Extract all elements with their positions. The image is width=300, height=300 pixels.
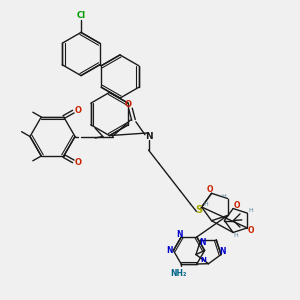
Text: Cl: Cl (76, 11, 85, 20)
Text: N: N (201, 257, 207, 263)
Text: N: N (199, 238, 206, 247)
Text: O: O (74, 106, 81, 115)
Text: H: H (222, 194, 226, 199)
Text: H: H (203, 202, 208, 207)
Text: N: N (176, 230, 183, 239)
Text: O: O (234, 201, 240, 210)
Text: O: O (124, 100, 132, 109)
Text: O: O (207, 185, 213, 194)
Text: H: H (234, 233, 239, 238)
Text: O: O (74, 158, 81, 167)
Text: H: H (248, 208, 253, 213)
Text: N: N (166, 246, 172, 255)
Text: NH₂: NH₂ (170, 268, 187, 278)
Text: N: N (219, 247, 226, 256)
Text: S: S (195, 205, 203, 215)
Text: N: N (145, 132, 152, 141)
Text: O: O (248, 226, 254, 235)
